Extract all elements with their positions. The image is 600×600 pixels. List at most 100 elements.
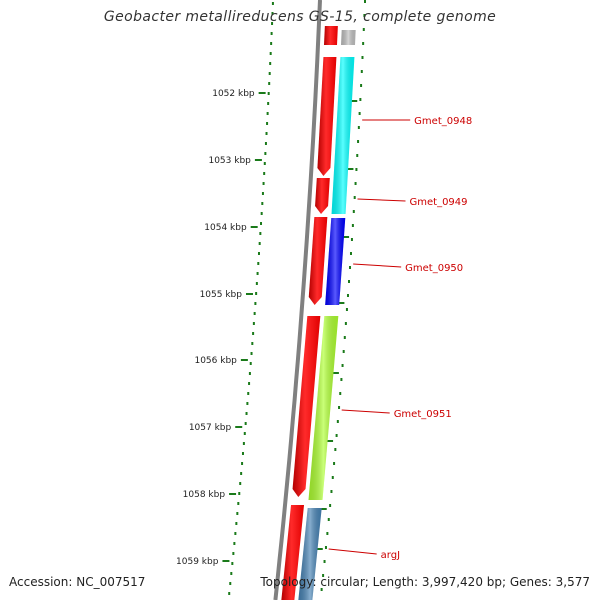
outer-dot [340, 378, 343, 381]
ruler-dot [271, 22, 274, 25]
outer-dot [356, 154, 359, 157]
ruler-dot [235, 522, 238, 525]
ruler-dot [261, 192, 264, 195]
ruler-dot [268, 82, 271, 85]
outer-dot [338, 406, 341, 409]
ruler-dot [241, 462, 244, 465]
outer-dot [357, 126, 360, 129]
ruler-dot [232, 552, 235, 555]
ruler-dot [261, 202, 264, 205]
ruler-dot [245, 412, 248, 415]
ruler-dot [233, 542, 236, 545]
gene-block-shade [325, 218, 346, 305]
ruler-dot [270, 32, 273, 35]
outer-dot [353, 196, 356, 199]
outer-dot [341, 364, 344, 367]
cds-arrow [281, 505, 305, 600]
ruler-tick [250, 226, 258, 228]
outer-dot [352, 210, 355, 213]
ruler-dot [241, 452, 244, 455]
ruler-tick-label: 1059 kbp [176, 557, 219, 567]
outer-tick [351, 100, 358, 102]
ruler-dot [260, 222, 263, 225]
outer-dot [333, 462, 336, 465]
genome-backbone [273, 0, 322, 600]
cds-track [281, 26, 338, 600]
ruler-dot [246, 402, 249, 405]
accession-text: Accession: NC_007517 [9, 575, 146, 589]
outer-dot [326, 532, 329, 535]
outer-dot [358, 112, 361, 115]
ruler-dot [234, 532, 237, 535]
ruler-tick-label: 1053 kbp [208, 156, 251, 166]
kbp-ruler: 1052 kbp 1053 kbp 1054 kbp 1055 kbp 1056 kbp… [176, 0, 366, 595]
outer-dot [359, 98, 362, 101]
ruler-dot [229, 582, 232, 585]
gene-label: Gmet_0950 [405, 263, 463, 274]
map-title: Geobacter metallireducens GS-15, complet… [103, 9, 497, 25]
ruler-tick-label: 1056 kbp [194, 356, 237, 366]
leader-line [341, 409, 390, 414]
ruler-dot [263, 172, 266, 175]
ruler-dot [247, 392, 250, 395]
cds-arrow [317, 57, 337, 176]
outer-dot [327, 518, 330, 521]
outer-dot [360, 70, 363, 73]
ruler-dot [271, 2, 274, 5]
ruler-dot [255, 292, 258, 295]
ruler-dot [228, 592, 231, 595]
leader-line [328, 548, 377, 555]
outer-dot [342, 350, 345, 353]
gene-block-shade [298, 508, 322, 600]
ruler-dot [271, 12, 274, 15]
ruler-dot [230, 572, 233, 575]
ruler-dot [237, 502, 240, 505]
ruler-tick [235, 426, 243, 428]
outer-dot [330, 490, 333, 493]
ruler-dot [239, 482, 242, 485]
cds-arrow [308, 217, 328, 305]
ruler-tick [254, 159, 262, 161]
ruler-tick-label: 1058 kbp [183, 490, 226, 500]
outer-tick [332, 372, 339, 374]
ruler-dot [267, 102, 270, 105]
ruler-dot [265, 132, 268, 135]
cds-arrow [315, 178, 330, 214]
ruler-tick [245, 293, 253, 295]
outer-dot [354, 182, 357, 185]
outer-dot [351, 224, 354, 227]
outer-dot [335, 434, 338, 437]
ruler-dot [252, 322, 255, 325]
ruler-dot [264, 152, 267, 155]
gene-label: Gmet_0949 [410, 197, 468, 208]
outer-dot [329, 504, 332, 507]
ruler-dot [231, 562, 234, 565]
ruler-dot [248, 372, 251, 375]
ruler-dot [264, 142, 267, 145]
ruler-dot [248, 382, 251, 385]
cds-arrow [292, 316, 321, 497]
outer-dot [334, 448, 337, 451]
ruler-dot [263, 162, 266, 165]
ruler-tick-label: 1052 kbp [212, 89, 255, 99]
outer-dot [343, 336, 346, 339]
cds-arrow [324, 26, 338, 45]
outer-dot [362, 28, 365, 31]
ruler-dot [252, 332, 255, 335]
ruler-tick [229, 493, 237, 495]
ruler-dot [269, 62, 272, 65]
ruler-dot [242, 442, 245, 445]
outer-dot [346, 294, 349, 297]
gene-block-shade [331, 57, 355, 214]
outer-dot [324, 546, 327, 549]
outer-dot [360, 84, 363, 87]
ruler-tick-label: 1054 kbp [204, 223, 247, 233]
ruler-dot [262, 182, 265, 185]
ruler-dot [250, 352, 253, 355]
outer-tick [343, 236, 350, 238]
ruler-dot [249, 362, 252, 365]
ruler-dot [240, 472, 243, 475]
outer-dot [349, 252, 352, 255]
outer-dot [320, 588, 323, 591]
